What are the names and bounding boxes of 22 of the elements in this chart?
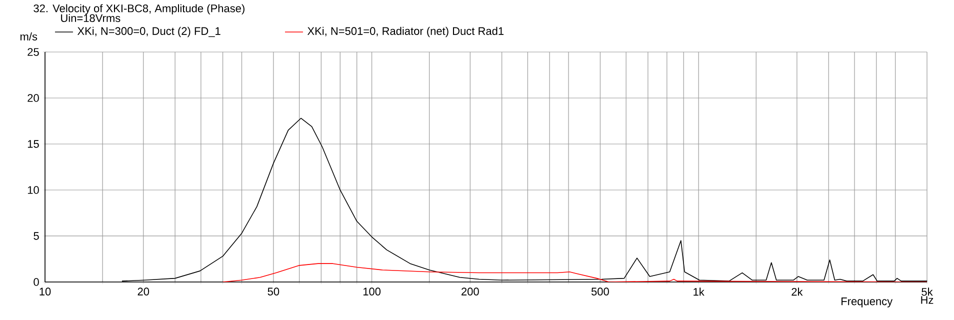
y-tick-label: 0 <box>34 278 39 286</box>
y-axis-title: m/s <box>20 32 38 40</box>
text: Hz <box>921 296 934 304</box>
x-tick-label: 500 <box>591 288 609 296</box>
x-tick-label: 100 <box>363 288 381 296</box>
x-axis-title: Frequency <box>842 298 893 308</box>
y-tick-label: 20 <box>28 94 39 102</box>
x-tick-label: 1k <box>694 288 704 296</box>
x-tick-label: 200 <box>462 288 479 296</box>
legend-label: XKi, N=300=0, Duct (2) FD_1 <box>77 26 220 38</box>
x-tick-label: 20 <box>138 288 150 296</box>
chart-title: 32. Velocity of XKI-BC8, Amplitude (Phase) <box>34 4 244 14</box>
y-tick-label: 5 <box>34 232 39 240</box>
y-tick-label: 25 <box>28 48 39 56</box>
y-tick-label: 15 <box>28 140 39 148</box>
y-tick-label: 10 <box>28 186 39 194</box>
x-tick-label: 5k <box>922 288 933 296</box>
legend-label: XKi, N=501=0, Radiator (net) Duct Rad1 <box>307 26 504 38</box>
text: Uin=18Vrms <box>61 14 120 22</box>
x-tick-label: 50 <box>268 288 280 296</box>
x-tick-label: 2k <box>792 288 803 296</box>
x-tick-label: 10 <box>40 288 51 296</box>
